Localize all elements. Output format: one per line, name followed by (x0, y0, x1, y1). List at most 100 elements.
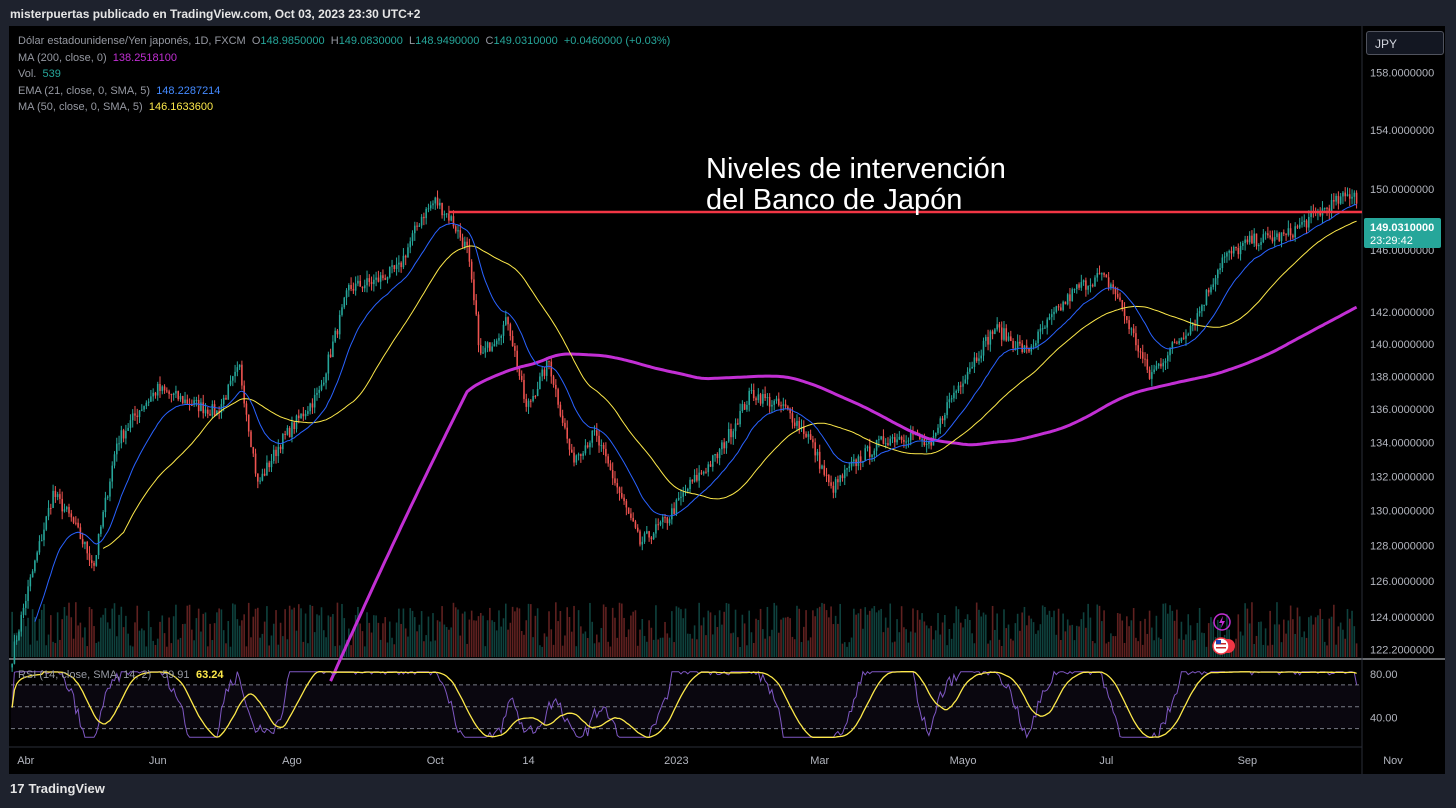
candle-body (584, 445, 587, 454)
volume-bar (241, 620, 243, 657)
volume-bar (479, 612, 482, 657)
volume-bar (611, 607, 614, 657)
volume-bar (627, 629, 630, 657)
candle-body (502, 324, 505, 336)
candle-body (200, 402, 202, 412)
volume-bar (989, 640, 992, 657)
volume-bar (773, 602, 776, 657)
volume-bar (88, 606, 91, 657)
volume-bar (768, 636, 771, 657)
candle-body (766, 397, 769, 399)
candle-body (864, 448, 867, 462)
currency-button[interactable]: JPY (1366, 31, 1444, 55)
legend-ma200-row[interactable]: MA (200, close, 0) 138.2518100 (18, 50, 670, 67)
time-tick-label: Ago (282, 755, 302, 767)
candle-body (1326, 207, 1328, 209)
volume-bar (875, 612, 878, 657)
price-axis[interactable]: 158.0000000154.0000000150.0000000146.000… (1370, 67, 1434, 656)
candle-body (882, 436, 885, 444)
candle-body (614, 478, 616, 484)
volume-bar (1187, 614, 1190, 657)
time-tick-label: Sep (1238, 755, 1258, 767)
volume-bar (871, 608, 873, 657)
volume-bar (978, 609, 980, 657)
volume-bar (882, 632, 885, 657)
ema21-line[interactable] (34, 204, 1357, 622)
volume-bar (734, 609, 737, 657)
legend-ma50-row[interactable]: MA (50, close, 0, SMA, 5) 146.1633600 (18, 99, 670, 116)
volume-bar (677, 607, 680, 657)
candle-body (168, 391, 170, 394)
time-axis[interactable]: Abr Jun Ago Oct 14 2023 Mar Mayo Jul Sep Nov (17, 755, 1403, 767)
volume-bar (90, 609, 93, 657)
volume-bar (721, 624, 723, 657)
volume-bar (111, 608, 114, 657)
legend-symbol-row[interactable]: Dólar estadounidense/Yen japonés, 1D, FX… (18, 33, 670, 50)
volume-bar (18, 630, 20, 657)
volume-bar (318, 615, 321, 657)
candle-body (170, 393, 173, 396)
candle-body (848, 466, 851, 469)
volume-bar (682, 618, 685, 657)
candle-body (297, 415, 300, 419)
price-tick-label: 140.0000000 (1370, 339, 1434, 351)
candle-body (1139, 351, 1142, 353)
rsi-line[interactable] (11, 670, 1358, 739)
volume-bar (402, 608, 405, 657)
volume-bar (555, 602, 557, 657)
lightning-icon[interactable] (1213, 613, 1231, 631)
volume-bar (857, 613, 860, 657)
candle-body (88, 553, 91, 561)
candle-body (336, 330, 339, 335)
candle-body (150, 396, 152, 402)
candle-body (493, 344, 496, 347)
volume-bar (407, 636, 409, 657)
rsi-value: 59.91 (162, 669, 190, 681)
candle-body (1169, 348, 1171, 356)
candle-body (90, 560, 93, 563)
candle-body (318, 389, 321, 393)
candle-body (102, 512, 104, 527)
volume-bar (211, 640, 214, 657)
volume-bar (352, 630, 355, 657)
legend-ema21-row[interactable]: EMA (21, close, 0, SMA, 5) 148.2287214 (18, 83, 670, 100)
candle-body (145, 402, 148, 407)
candle-body (520, 375, 523, 380)
volume-bar (759, 608, 762, 657)
candle-body (1000, 327, 1003, 340)
volume-bar (177, 639, 179, 657)
candle-body (889, 438, 892, 446)
volume-bar (1244, 603, 1246, 657)
volume-bar (973, 643, 976, 657)
rsi-label[interactable]: RSI (14, close, SMA, 14, 2) (18, 669, 151, 681)
candle-body (20, 614, 23, 632)
candle-body (225, 397, 227, 400)
legend-volume-row[interactable]: Vol. 539 (18, 66, 670, 83)
rsi-ma-line[interactable] (11, 671, 1357, 738)
volume-bar (184, 623, 186, 657)
volume-bar (222, 630, 225, 657)
candle-body (179, 396, 182, 400)
volume-bar (1075, 625, 1078, 657)
time-tick-label: Jun (149, 755, 167, 767)
volume-bar (739, 646, 741, 657)
candle-body (348, 285, 350, 291)
candle-body (966, 371, 969, 380)
volume-bar (354, 615, 357, 657)
volume-bar (1166, 613, 1169, 657)
candle-body (489, 342, 491, 351)
volume-bar (643, 635, 646, 657)
candle-body (252, 447, 255, 454)
candle-body (84, 541, 86, 545)
candle-body (545, 360, 548, 376)
tradingview-logo[interactable]: 17 TradingView (10, 781, 105, 796)
ma50-line[interactable] (102, 220, 1357, 549)
candle-body (1103, 273, 1105, 275)
ma200-line[interactable] (329, 305, 1358, 682)
us-flag-icon[interactable] (1212, 637, 1235, 655)
candle-body (964, 379, 967, 384)
candle-body (279, 446, 282, 450)
candle-body (559, 404, 562, 416)
volume-bar (475, 620, 478, 657)
